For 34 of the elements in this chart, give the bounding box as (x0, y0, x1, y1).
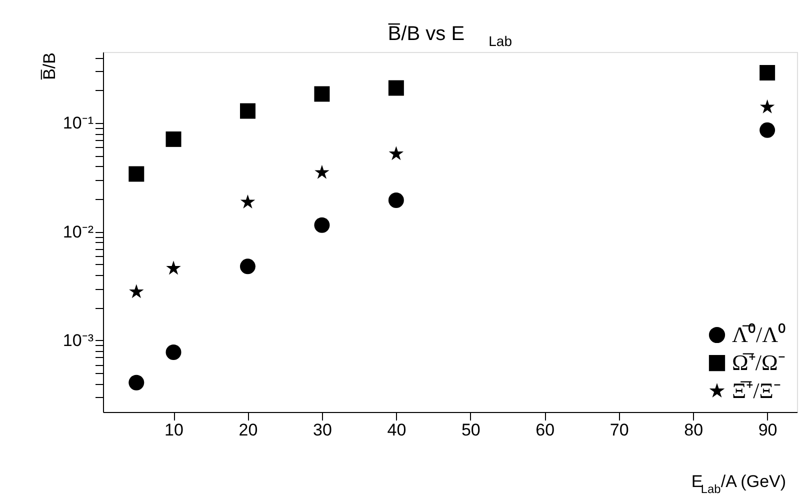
point (314, 164, 330, 179)
y-tick-label: 10⁻³ (62, 331, 94, 350)
legend-label: Λ̅⁰/Λ⁰ (732, 322, 786, 347)
point (240, 103, 256, 119)
legend-label: Ω̅⁺/Ω⁻ (732, 350, 785, 375)
x-tick-label: 70 (610, 420, 629, 440)
x-tick-label: 20 (238, 420, 258, 440)
point (388, 192, 404, 208)
x-tick-label: 40 (387, 420, 406, 440)
point (760, 65, 776, 80)
y-tick-label: 10⁻¹ (62, 114, 94, 133)
point (388, 146, 404, 160)
x-tick-label: 60 (536, 420, 555, 440)
point (240, 194, 256, 208)
point (760, 122, 776, 138)
point (166, 344, 182, 360)
point (128, 374, 144, 390)
point (760, 99, 775, 114)
point (388, 80, 404, 96)
x-tick-label: 30 (313, 420, 332, 440)
x-tick-label: 10 (164, 420, 184, 440)
y-tick-label: 10⁻² (62, 222, 94, 242)
x-tick-label: 90 (758, 420, 778, 440)
legend-label: Ξ̅⁺/Ξ⁻ (732, 378, 780, 403)
point (240, 258, 256, 274)
point (314, 217, 330, 233)
y-axis-title: B̅/B (40, 52, 59, 80)
x-tick-label: 80 (684, 420, 704, 440)
point (129, 284, 144, 298)
point (166, 260, 181, 275)
point (166, 131, 182, 147)
point (314, 86, 330, 102)
point (128, 166, 144, 182)
x-tick-label: 50 (461, 420, 480, 440)
